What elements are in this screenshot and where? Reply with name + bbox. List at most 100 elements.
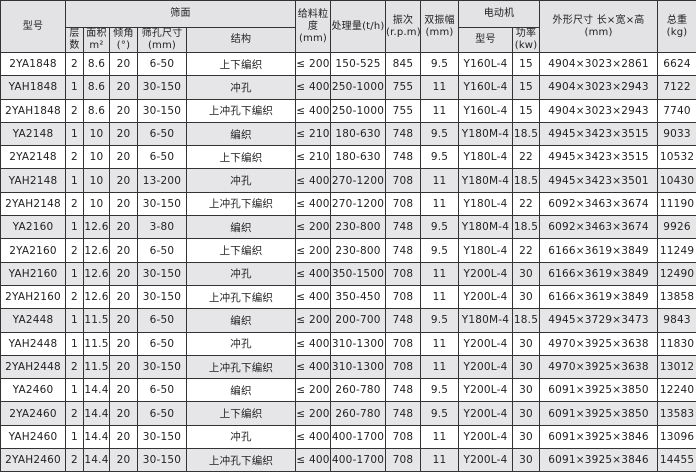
cell-amplitude: 11 — [420, 168, 459, 193]
cell-dimensions: 6091×3925×3850 — [539, 378, 659, 403]
cell-dimensions: 4904×3023×2943 — [539, 98, 659, 123]
header-area: 面积m² — [83, 27, 110, 53]
cell-dimensions: 6091×3925×3846 — [539, 424, 659, 450]
cell-angle: 20 — [109, 51, 138, 77]
cell-area: 12.6 — [83, 284, 110, 310]
cell-structure: 上冲孔下编织 — [186, 448, 296, 472]
cell-aperture: 6-50 — [137, 51, 187, 77]
table-row: 2YA2160 2 12.6 20 6-50 上下编织 ≤ 200 230-800 748 9.5… — [0, 238, 696, 263]
cell-capacity: 180-630 — [330, 121, 386, 147]
cell-capacity: 350-450 — [330, 284, 386, 310]
cell-power: 30 — [511, 401, 541, 426]
cell-angle: 20 — [109, 448, 138, 472]
cell-aperture: 30-150 — [137, 284, 187, 310]
cell-area: 8.6 — [83, 51, 110, 77]
cell-layers: 1 — [65, 261, 84, 286]
cell-capacity: 310-1300 — [330, 331, 386, 356]
cell-angle: 20 — [109, 168, 138, 193]
cell-layers: 1 — [65, 75, 84, 100]
cell-capacity: 270-1200 — [330, 168, 386, 193]
table-row: YAH2448 1 11.5 20 6-50 冲孔 ≤ 400 310-1300 708 11 Y2… — [0, 331, 696, 356]
cell-feed-size: ≤ 200 — [295, 238, 331, 263]
cell-aperture: 6-50 — [137, 331, 187, 356]
cell-weight: 7122 — [657, 75, 696, 100]
cell-layers: 1 — [65, 331, 84, 356]
cell-area: 12.6 — [83, 261, 110, 286]
cell-amplitude: 9.5 — [420, 308, 459, 333]
cell-structure: 冲孔 — [186, 168, 296, 193]
cell-structure: 上冲孔下编织 — [186, 98, 296, 123]
cell-aperture: 30-150 — [137, 98, 187, 123]
cell-weight: 9843 — [657, 308, 696, 333]
cell-aperture: 30-150 — [137, 424, 187, 450]
cell-structure: 编织 — [186, 378, 296, 403]
cell-layers: 2 — [65, 98, 84, 123]
cell-frequency: 708 — [385, 191, 421, 217]
cell-amplitude: 11 — [420, 448, 459, 472]
cell-power: 15 — [511, 51, 541, 77]
cell-angle: 20 — [109, 121, 138, 147]
cell-layers: 2 — [65, 238, 84, 263]
cell-capacity: 180-630 — [330, 145, 386, 170]
cell-amplitude: 9.5 — [420, 51, 459, 77]
cell-amplitude: 11 — [420, 75, 459, 100]
cell-dimensions: 4945×3423×3515 — [539, 145, 659, 170]
cell-layers: 1 — [65, 378, 84, 403]
cell-angle: 20 — [109, 331, 138, 356]
cell-aperture: 3-80 — [137, 215, 187, 240]
cell-structure: 上下编织 — [186, 238, 296, 263]
cell-feed-size: ≤ 400 — [295, 354, 331, 380]
header-weight: 总重(kg) — [657, 0, 696, 53]
cell-capacity: 250-1000 — [330, 75, 386, 100]
cell-frequency: 748 — [385, 121, 421, 147]
cell-feed-size: ≤ 400 — [295, 284, 331, 310]
cell-model: 2YAH2160 — [0, 284, 66, 310]
cell-amplitude: 9.5 — [420, 401, 459, 426]
table-row: 2YA2148 2 10 20 6-50 上下编织 ≤ 210 180-630 748 9.5 Y1… — [0, 145, 696, 170]
cell-power: 22 — [511, 191, 541, 217]
cell-capacity: 250-1000 — [330, 98, 386, 123]
cell-dimensions: 6091×3925×3850 — [539, 401, 659, 426]
cell-feed-size: ≤ 200 — [295, 401, 331, 426]
cell-capacity: 230-800 — [330, 215, 386, 240]
cell-model: YAH2148 — [0, 168, 66, 193]
cell-aperture: 30-150 — [137, 261, 187, 286]
cell-power: 22 — [511, 145, 541, 170]
cell-amplitude: 11 — [420, 331, 459, 356]
cell-angle: 20 — [109, 284, 138, 310]
cell-frequency: 755 — [385, 98, 421, 123]
cell-angle: 20 — [109, 75, 138, 100]
cell-dimensions: 4970×3925×3638 — [539, 354, 659, 380]
cell-layers: 1 — [65, 168, 84, 193]
cell-angle: 20 — [109, 424, 138, 450]
header-aperture: 筛孔尺寸(mm) — [137, 27, 187, 53]
cell-model: YAH2460 — [0, 424, 66, 450]
cell-weight: 6624 — [657, 51, 696, 77]
cell-feed-size: ≤ 210 — [295, 145, 331, 170]
cell-model: YAH1848 — [0, 75, 66, 100]
cell-weight: 13012 — [657, 354, 696, 380]
cell-angle: 20 — [109, 145, 138, 170]
cell-capacity: 260-780 — [330, 378, 386, 403]
cell-motor-model: Y180L-4 — [458, 191, 513, 217]
cell-weight: 12240 — [657, 378, 696, 403]
cell-motor-model: Y180L-4 — [458, 145, 513, 170]
cell-feed-size: ≤ 200 — [295, 308, 331, 333]
cell-model: 2YAH2460 — [0, 448, 66, 472]
cell-frequency: 845 — [385, 51, 421, 77]
cell-model: YA2160 — [0, 215, 66, 240]
cell-feed-size: ≤ 400 — [295, 261, 331, 286]
cell-power: 30 — [511, 261, 541, 286]
cell-motor-model: Y180M-4 — [458, 215, 513, 240]
header-dimensions: 外形尺寸 长×宽×高(mm) — [539, 0, 659, 53]
cell-model: 2YA1848 — [0, 51, 66, 77]
cell-power: 30 — [511, 284, 541, 310]
cell-capacity: 260-780 — [330, 401, 386, 426]
cell-amplitude: 9.5 — [420, 121, 459, 147]
cell-power: 30 — [511, 331, 541, 356]
cell-model: YAH2448 — [0, 331, 66, 356]
cell-model: 2YA2460 — [0, 401, 66, 426]
cell-motor-model: Y200L-4 — [458, 378, 513, 403]
cell-amplitude: 11 — [420, 191, 459, 217]
